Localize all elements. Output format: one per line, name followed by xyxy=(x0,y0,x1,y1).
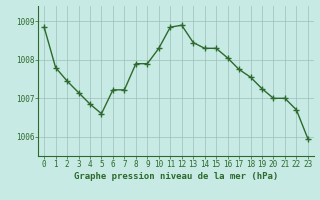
X-axis label: Graphe pression niveau de la mer (hPa): Graphe pression niveau de la mer (hPa) xyxy=(74,172,278,181)
